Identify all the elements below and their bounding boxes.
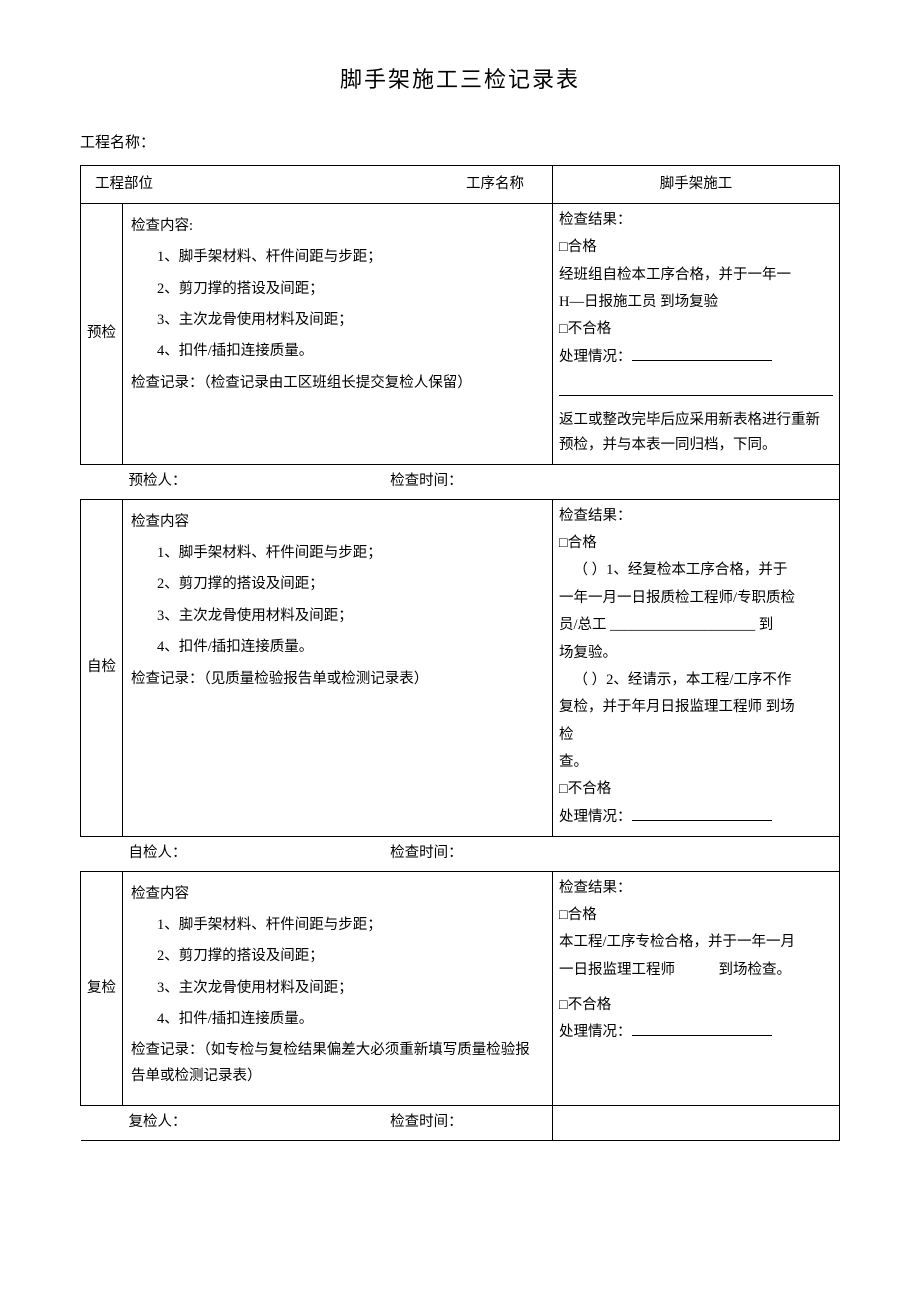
yujian-record-label: 检查记录：（检查记录由工区班组长提交复检人保留） [131,371,544,396]
zijian-record-label: 检查记录：（见质量检验报告单或检测记录表） [131,667,544,692]
yujian-result-header: 检查结果： [559,208,833,233]
fujian-content-row: 复检 检查内容 1、脚手架材料、杆件间距与步距； 2、剪刀撑的搭设及间距； 3、… [81,871,840,1106]
document-title: 脚手架施工三检记录表 [80,60,840,100]
zijian-content-header: 检查内容 [131,510,544,535]
yujian-result: 检查结果： □合格 经班组自检本工序合格，并于一年一 H—日报施工员 到场复验 … [553,203,840,464]
fujian-time-label: 检查时间： [390,1110,463,1135]
yujian-signer-row: 预检人： 检查时间： [81,465,840,499]
inspection-table: 工程部位 工序名称 脚手架施工 预检 检查内容: 1、脚手架材料、杆件间距与步距… [80,165,840,1141]
yujian-stage-label: 预检 [81,203,123,464]
yujian-signer-cell: 预检人： 检查时间： [81,465,840,499]
zijian-situation-label: 处理情况： [559,809,632,825]
fujian-item-1: 1、脚手架材料、杆件间距与步距； [131,913,544,938]
zijian-item-4: 4、扣件/插扣连接质量。 [131,635,544,660]
fujian-result-header: 检查结果： [559,876,833,901]
zijian-opt1c: 员/总工 ____________________ 到 [559,613,833,638]
fujian-item-2: 2、剪刀撑的搭设及间距； [131,944,544,969]
fujian-situation: 处理情况： [559,1020,833,1045]
fujian-content-header: 检查内容 [131,882,544,907]
zijian-item-2: 2、剪刀撑的搭设及间距； [131,572,544,597]
yujian-situation: 处理情况： [559,345,833,370]
yujian-pass-label: □合格 [559,235,833,260]
fujian-situation-blank [632,1022,772,1037]
yujian-pass-text2: H—日报施工员 到场复验 [559,290,833,315]
zijian-signer-row: 自检人： 检查时间： [81,837,840,871]
yujian-situation-label: 处理情况： [559,349,632,365]
fujian-pass-text1: 本工程/工序专检合格，并于一年一月 [559,930,833,955]
yujian-content-row: 预检 检查内容: 1、脚手架材料、杆件间距与步距； 2、剪刀撑的搭设及间距； 3… [81,203,840,464]
yujian-time-label: 检查时间： [390,469,463,494]
procedure-label: 工序名称 [466,172,544,197]
zijian-signer-cell: 自检人： 检查时间： [81,837,840,871]
fujian-pass-text2: 一日报监理工程师 到场检查。 [559,958,833,983]
zijian-situation: 处理情况： [559,805,833,830]
fujian-pass-label: □合格 [559,903,833,928]
procedure-value: 脚手架施工 [553,165,840,203]
fujian-record-label: 检查记录：（如专检与复检结果偏差大必须重新填写质量检验报告单或检测记录表） [131,1038,544,1089]
zijian-opt1d: 场复验。 [559,641,833,666]
yujian-item-2: 2、剪刀撑的搭设及间距； [131,277,544,302]
fujian-stage-label: 复检 [81,871,123,1106]
zijian-item-3: 3、主次龙骨使用材料及间距； [131,604,544,629]
fujian-item-4: 4、扣件/插扣连接质量。 [131,1007,544,1032]
zijian-signer-label: 自检人： [129,841,187,866]
zijian-opt2c: 检 [559,723,833,748]
yujian-content: 检查内容: 1、脚手架材料、杆件间距与步距； 2、剪刀撑的搭设及间距； 3、主次… [123,203,553,464]
fujian-fail-label: □不合格 [559,993,833,1018]
yujian-blank-line [559,382,833,397]
project-name-label: 工程名称： [80,130,840,157]
zijian-opt1a: （ ）1、经复检本工序合格，并于 [559,558,833,583]
yujian-content-header: 检查内容: [131,214,544,239]
yujian-signer-label: 预检人： [129,469,187,494]
zijian-time-label: 检查时间： [390,841,463,866]
zijian-stage-label: 自检 [81,499,123,837]
fujian-item-3: 3、主次龙骨使用材料及间距； [131,976,544,1001]
yujian-item-3: 3、主次龙骨使用材料及间距； [131,308,544,333]
zijian-opt2a: （ ）2、经请示，本工程/工序不作 [559,668,833,693]
location-label: 工程部位 [89,172,153,197]
zijian-pass-label: □合格 [559,531,833,556]
yujian-item-4: 4、扣件/插扣连接质量。 [131,339,544,364]
fujian-situation-label: 处理情况： [559,1024,632,1040]
yujian-pass-text1: 经班组自检本工序合格，并于一年一 [559,263,833,288]
fujian-content: 检查内容 1、脚手架材料、杆件间距与步距； 2、剪刀撑的搭设及间距； 3、主次龙… [123,871,553,1106]
fujian-signer-cell: 复检人： 检查时间： [81,1106,553,1140]
zijian-opt2b: 复检，并于年月日报监理工程师 到场 [559,695,833,720]
fujian-signer-label: 复检人： [129,1110,187,1135]
table-header-row: 工程部位 工序名称 脚手架施工 [81,165,840,203]
zijian-result-header: 检查结果： [559,504,833,529]
zijian-content: 检查内容 1、脚手架材料、杆件间距与步距； 2、剪刀撑的搭设及间距； 3、主次龙… [123,499,553,837]
zijian-item-1: 1、脚手架材料、杆件间距与步距； [131,541,544,566]
yujian-fail-label: □不合格 [559,317,833,342]
header-location-procedure: 工程部位 工序名称 [81,165,553,203]
zijian-fail-label: □不合格 [559,777,833,802]
yujian-note: 返工或整改完毕后应采用新表格进行重新预检，并与本表一同归档，下同。 [559,408,833,459]
zijian-situation-blank [632,806,772,821]
zijian-content-row: 自检 检查内容 1、脚手架材料、杆件间距与步距； 2、剪刀撑的搭设及间距； 3、… [81,499,840,837]
zijian-opt1b: 一年一月一日报质检工程师/专职质检 [559,586,833,611]
zijian-result: 检查结果： □合格 （ ）1、经复检本工序合格，并于 一年一月一日报质检工程师/… [553,499,840,837]
fujian-result: 检查结果： □合格 本工程/工序专检合格，并于一年一月 一日报监理工程师 到场检… [553,871,840,1106]
yujian-situation-blank [632,346,772,361]
yujian-item-1: 1、脚手架材料、杆件间距与步距； [131,245,544,270]
fujian-signer-row: 复检人： 检查时间： [81,1106,840,1140]
zijian-opt2d: 查。 [559,750,833,775]
fujian-signer-empty [553,1106,840,1140]
